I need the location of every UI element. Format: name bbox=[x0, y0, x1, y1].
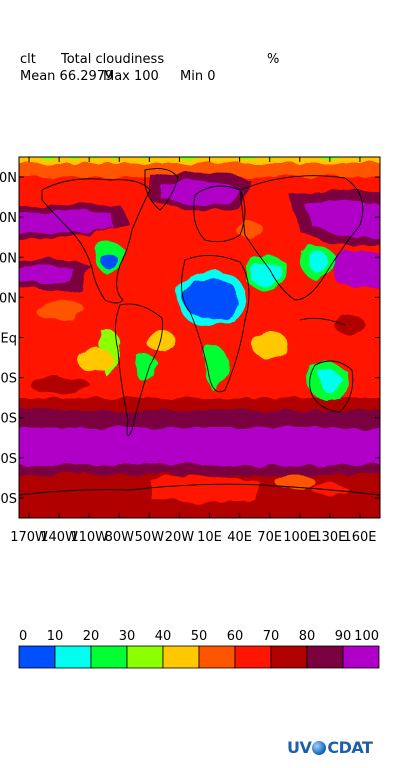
lat-tick-label: 80S bbox=[0, 492, 17, 507]
colorbar-swatch bbox=[162, 645, 200, 669]
units-label: % bbox=[267, 52, 280, 67]
colorbar-level-label: 20 bbox=[83, 629, 100, 644]
lat-tick-label: 40S bbox=[0, 412, 17, 427]
colorbar bbox=[18, 645, 380, 669]
lon-tick-label: 170W bbox=[10, 530, 48, 545]
colorbar-swatch bbox=[90, 645, 128, 669]
globe-icon bbox=[312, 741, 327, 755]
logo-uv: UV bbox=[287, 738, 312, 757]
lon-tick-label: 40E bbox=[227, 530, 252, 545]
lon-tick-label: 50W bbox=[135, 530, 165, 545]
lat-axis: 80N 60N 40N 20N Eq 20S 40S 60S 80S bbox=[0, 171, 17, 507]
colorbar-level-label: 100 bbox=[354, 629, 379, 644]
lon-tick-label: 130E bbox=[313, 530, 346, 545]
colorbar-level-label: 30 bbox=[119, 629, 136, 644]
colorbar-level-label: 10 bbox=[47, 629, 64, 644]
lat-tick-label: 20S bbox=[0, 372, 17, 387]
variable-id: clt bbox=[20, 52, 36, 67]
lon-tick-label: 80W bbox=[105, 530, 135, 545]
lat-tick-label: Eq bbox=[1, 332, 17, 347]
colorbar-level-label: 40 bbox=[155, 629, 172, 644]
max-label: Max 100 bbox=[103, 69, 159, 84]
uvcdat-logo: UV CDAT bbox=[287, 738, 373, 757]
lon-tick-label: 20W bbox=[165, 530, 195, 545]
lon-tick-label: 110W bbox=[70, 530, 108, 545]
colorbar-swatch bbox=[306, 645, 344, 669]
colorbar-level-label: 70 bbox=[263, 629, 280, 644]
colorbar-swatch bbox=[234, 645, 272, 669]
lon-tick-label: 100E bbox=[283, 530, 316, 545]
axis-ticks bbox=[19, 157, 380, 518]
mean-label: Mean 66.2979 bbox=[20, 69, 114, 84]
colorbar-swatch bbox=[18, 645, 56, 669]
lon-tick-label: 70E bbox=[257, 530, 282, 545]
colorbar-level-label: 60 bbox=[227, 629, 244, 644]
lat-tick-label: 40N bbox=[0, 251, 17, 266]
colorbar-level-label: 50 bbox=[191, 629, 208, 644]
logo-cdat: CDAT bbox=[327, 738, 373, 757]
colorbar-level-label: 0 bbox=[19, 629, 27, 644]
lon-tick-label: 140W bbox=[40, 530, 78, 545]
colorbar-swatch bbox=[270, 645, 308, 669]
lat-tick-label: 80N bbox=[0, 171, 17, 186]
lat-tick-label: 60N bbox=[0, 211, 17, 226]
lon-tick-label: 160E bbox=[343, 530, 376, 545]
colorbar-swatch bbox=[342, 645, 380, 669]
min-label: Min 0 bbox=[180, 69, 216, 84]
lat-tick-label: 20N bbox=[0, 291, 17, 306]
colorbar-level-label: 90 bbox=[335, 629, 352, 644]
lon-tick-label: 10E bbox=[197, 530, 222, 545]
colorbar-labels: 0 10 20 30 40 50 60 70 80 90 100 bbox=[19, 629, 379, 644]
coastlines bbox=[19, 168, 380, 496]
colorbar-swatch bbox=[54, 645, 92, 669]
variable-long-name: Total cloudiness bbox=[61, 52, 165, 67]
map-field bbox=[19, 157, 380, 518]
colorbar-level-label: 80 bbox=[299, 629, 316, 644]
colorbar-swatch bbox=[126, 645, 164, 669]
lat-tick-label: 60S bbox=[0, 452, 17, 467]
colorbar-swatch bbox=[198, 645, 236, 669]
